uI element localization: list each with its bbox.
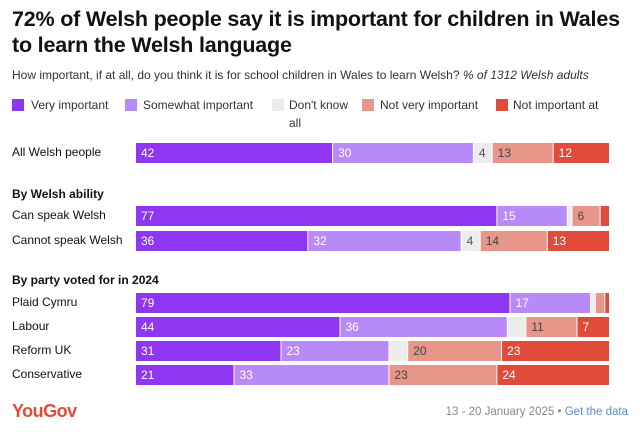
bar-value-label: 13 — [498, 146, 512, 160]
bar-segment-somewhat-important — [340, 317, 507, 337]
row-label-all-welsh-people: All Welsh people — [12, 145, 102, 159]
legend-label: Don't know all — [289, 98, 348, 130]
legend: Very important Somewhat important Don't … — [0, 0, 640, 130]
bar-segment-not-important-at-all — [502, 341, 609, 361]
bar-segment-dont-know — [473, 143, 492, 163]
legend-label: Not very important — [380, 98, 479, 112]
bar-value-label: 79 — [141, 296, 155, 310]
legend-swatch — [272, 99, 284, 111]
row-label-cannot-speak-welsh: Cannot speak Welsh — [12, 233, 123, 247]
bar-segment-very-important — [136, 293, 510, 313]
row-label-plaid-cymru: Plaid Cymru — [12, 295, 78, 309]
bar-segment-somewhat-important — [234, 365, 389, 385]
bar-segment-not-very-important — [480, 231, 547, 251]
bar-segment-somewhat-important — [333, 143, 473, 163]
get-the-data-link[interactable]: Get the data — [564, 406, 628, 418]
legend-label: Not important at — [513, 98, 599, 112]
bar-value-label: 32 — [313, 234, 327, 248]
bar-value-label: 33 — [240, 368, 254, 382]
bar-value-label: 12 — [559, 146, 573, 160]
bar-value-label: 44 — [141, 320, 155, 334]
bar-value-label: 23 — [507, 344, 521, 358]
bar-value-label: 13 — [553, 234, 567, 248]
bar-value-label: 7 — [582, 320, 589, 334]
bar-segment-not-important-at-all — [605, 293, 609, 313]
bar-value-label: 31 — [141, 344, 155, 358]
bar-segment-not-very-important — [389, 365, 497, 385]
bar-segment-not-important-at-all — [547, 231, 609, 251]
bar-segment-dont-know — [389, 341, 408, 361]
bar-segment-not-important-at-all — [497, 365, 609, 385]
bar-segment-very-important — [136, 365, 234, 385]
bar-segment-dont-know — [591, 293, 595, 313]
bar-value-label: 30 — [338, 146, 352, 160]
bar-value-label: 11 — [531, 320, 544, 334]
bar-segment-very-important — [136, 231, 308, 251]
chart-subtitle: How important, if at all, do you think i… — [12, 68, 632, 82]
bar-segment-very-important — [136, 143, 333, 163]
bar-value-label: 36 — [345, 320, 359, 334]
bar-value-label: 21 — [141, 368, 155, 382]
bar-value-label: 23 — [394, 368, 408, 382]
bar-value-label: 17 — [515, 296, 529, 310]
bar-value-label: 6 — [577, 209, 584, 223]
bar-segment-very-important — [136, 341, 281, 361]
bar-value-label: 15 — [502, 209, 516, 223]
bar-segment-not-very-important — [408, 341, 502, 361]
row-label-labour: Labour — [12, 319, 50, 333]
legend-label: Somewhat important — [143, 98, 254, 112]
bar-segment-not-very-important — [595, 293, 605, 313]
yougov-logo: YouGov — [12, 401, 77, 421]
bar-segment-somewhat-important — [510, 293, 591, 313]
bar-value-label: 77 — [141, 209, 155, 223]
section-head-welsh-ability: By Welsh ability — [12, 187, 104, 201]
row-label-can-speak-welsh: Can speak Welsh — [12, 208, 106, 222]
bar-value-label: 42 — [141, 146, 155, 160]
bar-segment-dont-know — [507, 317, 526, 337]
bar-value-label: 24 — [502, 368, 516, 382]
bar-value-label: 14 — [486, 234, 500, 248]
legend-label: Very important — [31, 98, 109, 112]
row-label-reform-uk: Reform UK — [12, 343, 72, 357]
bar-segment-dont-know — [461, 231, 480, 251]
bar-segment-not-very-important — [572, 206, 600, 226]
bar-segment-dont-know — [567, 206, 572, 226]
bar-segment-not-important-at-all — [600, 206, 609, 226]
bar-segment-not-very-important — [492, 143, 553, 163]
bar-segment-somewhat-important — [497, 206, 567, 226]
bar-segment-somewhat-important — [281, 341, 389, 361]
bar-segment-not-important-at-all — [553, 143, 609, 163]
bar-segment-somewhat-important — [308, 231, 461, 251]
row-label-conservative: Conservative — [12, 367, 83, 381]
chart-title: 72% of Welsh people say it is important … — [12, 7, 620, 57]
bar-value-label: 23 — [286, 344, 300, 358]
subtitle-question: How important, if at all, do you think i… — [12, 68, 460, 82]
legend-swatch — [12, 99, 24, 111]
subtitle-sample-note: % of 1312 Welsh adults — [462, 68, 589, 82]
bar-segment-not-important-at-all — [577, 317, 609, 337]
legend-swatch — [125, 99, 137, 111]
bar-segment-not-very-important — [526, 317, 577, 337]
footer-dates: 13 - 20 January 2025 • — [445, 406, 562, 418]
legend-swatch — [496, 99, 508, 111]
section-head-party-vote: By party voted for in 2024 — [12, 273, 159, 287]
legend-swatch — [362, 99, 374, 111]
bar-value-label: 4 — [467, 234, 474, 248]
bar-segment-very-important — [136, 317, 340, 337]
footer-source: 13 - 20 January 2025 • Get the data — [446, 406, 628, 418]
bar-value-label: 20 — [413, 344, 427, 358]
bar-value-label: 4 — [479, 146, 486, 160]
bar-segment-very-important — [136, 206, 497, 226]
bar-value-label: 36 — [141, 234, 155, 248]
